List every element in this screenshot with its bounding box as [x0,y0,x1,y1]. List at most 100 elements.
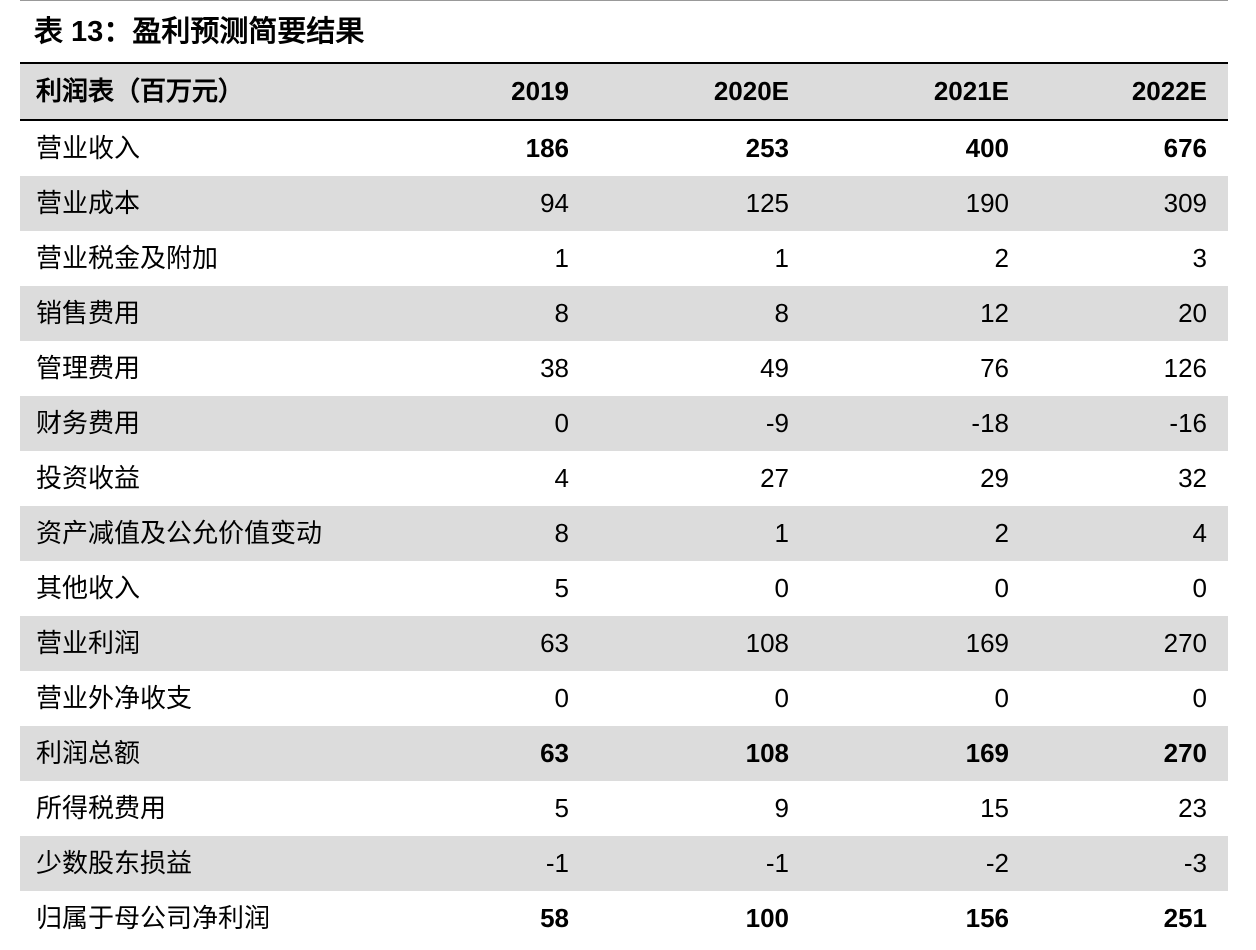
row-label: 管理费用 [36,353,141,383]
value-cell: 156 [965,903,1009,933]
value-cell: 0 [554,683,569,713]
value-cell: 251 [1163,903,1207,933]
value-cell: 108 [590,616,810,671]
value-cell: 253 [745,133,789,163]
row-label: 销售费用 [20,286,370,341]
value-cell: 400 [965,133,1009,163]
value-cell: 5 [554,573,569,603]
row-label: 营业税金及附加 [36,243,219,273]
value-cell: 58 [540,903,569,933]
value-cell: 8 [590,286,810,341]
value-cell: 0 [774,683,789,713]
row-label: 营业收入 [36,133,141,163]
value-cell: 0 [1192,683,1207,713]
value-cell: 38 [540,353,569,383]
value-cell: 270 [1030,726,1228,781]
value-cell: 1 [590,506,810,561]
value-cell: 1 [554,243,569,273]
table-body: 营业收入 186 253 400 676 营业成本 94 125 190 309 营业税金及附加 1 1… [20,120,1228,946]
table-row: 营业外净收支 0 0 0 0 [20,671,1228,726]
header-year: 2020E [590,62,810,121]
value-cell: 126 [1163,353,1207,383]
value-cell: 29 [980,463,1009,493]
value-cell: 32 [1178,463,1207,493]
value-cell: 0 [370,396,590,451]
top-rule [20,0,1228,1]
value-cell: 94 [370,176,590,231]
table-row: 财务费用 0 -9 -18 -16 [20,396,1228,451]
value-cell: 2 [810,506,1030,561]
value-cell: 1 [774,243,789,273]
header-year: 2022E [1030,62,1228,121]
table-row: 营业税金及附加 1 1 2 3 [20,231,1228,286]
row-label: 所得税费用 [36,793,167,823]
value-cell: 63 [370,726,590,781]
value-cell: 27 [760,463,789,493]
value-cell: 23 [1178,793,1207,823]
table-row: 所得税费用 5 9 15 23 [20,781,1228,836]
value-cell: 5 [554,793,569,823]
value-cell: -16 [1030,396,1228,451]
row-label: 财务费用 [20,396,370,451]
table-row: 营业收入 186 253 400 676 [20,120,1228,176]
value-cell: 0 [994,683,1009,713]
value-cell: -3 [1030,836,1228,891]
header-label: 利润表（百万元） [20,62,370,121]
table-row: 营业成本 94 125 190 309 [20,176,1228,231]
value-cell: 3 [1192,243,1207,273]
value-cell: 108 [590,726,810,781]
value-cell: 20 [1030,286,1228,341]
table-row: 投资收益 4 27 29 32 [20,451,1228,506]
table-row: 资产减值及公允价值变动 8 1 2 4 [20,506,1228,561]
value-cell: 0 [1192,573,1207,603]
table-header: 利润表（百万元） 2019 2020E 2021E 2022E [20,62,1228,121]
row-label: 资产减值及公允价值变动 [20,506,370,561]
row-label: 营业外净收支 [36,683,193,713]
table-row: 利润总额 63 108 169 270 [20,726,1228,781]
value-cell: 76 [980,353,1009,383]
value-cell: 676 [1163,133,1207,163]
value-cell: 63 [370,616,590,671]
table-title: 表 13：盈利预测简要结果 [34,16,365,48]
row-label: 投资收益 [36,463,141,493]
value-cell: 100 [745,903,789,933]
row-label: 归属于母公司净利润 [36,903,271,933]
table-row: 其他收入 5 0 0 0 [20,561,1228,616]
table-row: 少数股东损益 -1 -1 -2 -3 [20,836,1228,891]
table-row: 营业利润 63 108 169 270 [20,616,1228,671]
value-cell: 8 [370,286,590,341]
table-row: 销售费用 8 8 12 20 [20,286,1228,341]
header-row: 利润表（百万元） 2019 2020E 2021E 2022E [20,62,1228,121]
row-label: 少数股东损益 [20,836,370,891]
row-label: 营业成本 [20,176,370,231]
header-year: 2021E [810,62,1030,121]
value-cell: 2 [994,243,1009,273]
value-cell: 190 [810,176,1030,231]
value-cell: -1 [590,836,810,891]
value-cell: -2 [810,836,1030,891]
value-cell: 0 [774,573,789,603]
row-label: 营业利润 [20,616,370,671]
value-cell: 9 [774,793,789,823]
value-cell: -18 [810,396,1030,451]
value-cell: 125 [590,176,810,231]
row-label: 其他收入 [36,573,141,603]
value-cell: -1 [370,836,590,891]
value-cell: 169 [810,726,1030,781]
value-cell: 12 [810,286,1030,341]
value-cell: 4 [554,463,569,493]
table-row: 管理费用 38 49 76 126 [20,341,1228,396]
header-year: 2019 [370,62,590,121]
value-cell: 309 [1030,176,1228,231]
row-label: 利润总额 [20,726,370,781]
value-cell: 0 [994,573,1009,603]
value-cell: 186 [525,133,569,163]
value-cell: 4 [1030,506,1228,561]
table-row: 归属于母公司净利润 58 100 156 251 [20,891,1228,946]
value-cell: 49 [760,353,789,383]
value-cell: 15 [980,793,1009,823]
value-cell: 8 [370,506,590,561]
value-cell: 169 [810,616,1030,671]
value-cell: 270 [1030,616,1228,671]
